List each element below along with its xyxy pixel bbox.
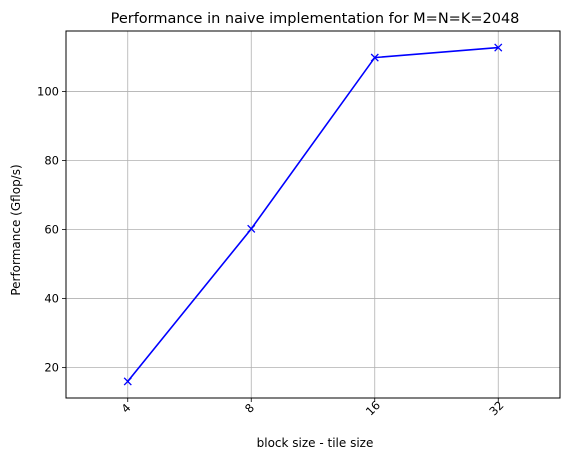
marker-stroke bbox=[123, 377, 132, 386]
y-tick-label: 40 bbox=[44, 292, 59, 306]
plot-frame bbox=[65, 30, 561, 399]
series-line bbox=[127, 46, 499, 382]
y-tick-label: 100 bbox=[37, 84, 59, 98]
data-point bbox=[123, 377, 132, 386]
chart-title: Performance in naive implementation for … bbox=[111, 11, 520, 27]
marker-stroke bbox=[494, 43, 503, 52]
grid-lines bbox=[66, 31, 560, 398]
y-ticks: 20 40 60 80 100 bbox=[37, 84, 66, 375]
marker-stroke bbox=[370, 53, 379, 62]
y-tick-label: 60 bbox=[44, 223, 59, 237]
y-axis-label: Performance (Gflop/s) bbox=[9, 164, 23, 295]
data-point bbox=[370, 53, 379, 62]
x-tick-label: 32 bbox=[486, 398, 506, 418]
x-tick-label: 4 bbox=[118, 401, 133, 416]
x-tick-label: 8 bbox=[242, 401, 257, 416]
series-layer bbox=[123, 43, 503, 386]
y-tick-label: 80 bbox=[44, 153, 59, 167]
x-ticks: 4 8 16 32 bbox=[118, 398, 507, 418]
x-axis-label: block size - tile size bbox=[257, 436, 374, 450]
data-point bbox=[247, 224, 256, 233]
y-tick-label: 20 bbox=[44, 361, 59, 375]
marker-stroke bbox=[247, 224, 256, 233]
data-point bbox=[494, 43, 503, 52]
x-tick-label: 16 bbox=[363, 398, 383, 418]
